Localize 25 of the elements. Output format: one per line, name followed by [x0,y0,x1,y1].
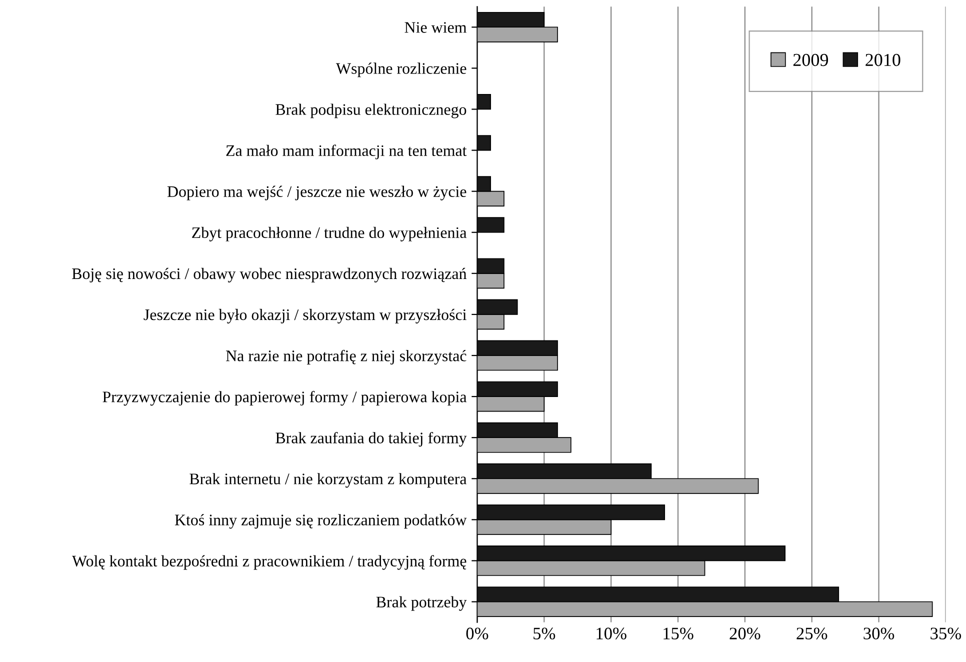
y-tick-label: Brak podpisu elektronicznego [276,104,466,118]
y-tick-label: Wspólne rozliczenie [336,62,466,78]
legend-label: 2010 [866,54,900,66]
y-tick-label: Boję się nowości / obawy wobec niesprawdzonych rozwiązań [72,268,467,282]
y-tick-label: Brak zaufania do takiej formy [276,432,467,447]
y-tick-label: Przyzwyczajenie do papierowej formy / papierowa kopia [102,390,467,406]
x-tick-label: 30% [864,628,894,640]
y-tick-label: Ktoś inny zajmuje się rozliczaniem podatków [174,514,467,529]
y-tick-label: Za mało mam informacji na ten temat [226,144,467,160]
y-tick-label: Brak potrzeby [376,596,467,611]
x-tick-label: 5% [534,628,556,640]
x-tick-label: 20% [730,628,760,640]
y-tick-label: Na razie nie potrafię z niej skorzystać [226,350,466,365]
y-tick-label: Nie wiem [404,22,467,33]
y-tick-label: Zbyt pracochłonne / trudne do wypełnienia [192,226,467,242]
x-tick-label: 10% [596,628,626,640]
y-tick-label: Wolę kontakt bezpośredni z pracownikiem / tradycyjną formę [72,555,466,570]
x-tick-label: 35% [930,628,962,640]
x-tick-label: 25% [796,628,828,640]
y-tick-label: Dopiero ma wejść / jeszcze nie weszło w życie [167,186,466,200]
x-tick-label: 0% [466,628,488,640]
y-tick-label: Jeszcze nie było okazji / skorzystam w przyszłości [144,308,466,324]
x-tick-label: 15% [664,628,694,640]
y-tick-label: Brak internetu / nie korzystam z komputera [190,473,467,488]
legend-label: 2009 [793,54,828,66]
